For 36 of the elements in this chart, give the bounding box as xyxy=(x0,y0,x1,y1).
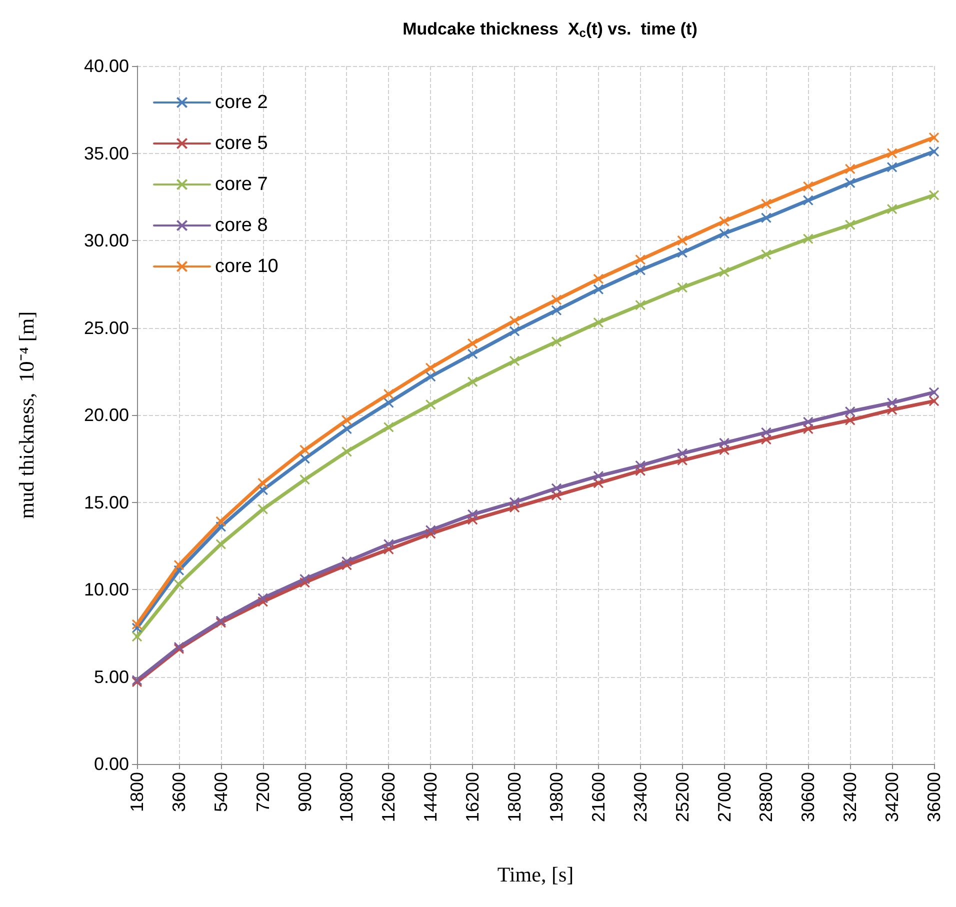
x-tick-label: 19800 xyxy=(546,772,566,822)
y-axis-title: mud thickness, 10⁻⁴ [m] xyxy=(14,311,38,519)
x-tick-label: 25200 xyxy=(672,772,692,822)
legend-label: core 8 xyxy=(215,215,268,236)
legend-label: core 2 xyxy=(215,92,268,113)
x-tick-label: 16200 xyxy=(462,772,483,822)
x-tick-label: 14400 xyxy=(420,772,441,822)
x-tick-label: 23400 xyxy=(630,772,650,822)
x-tick-label: 9000 xyxy=(294,772,315,812)
y-tick-label: 10.00 xyxy=(84,580,129,600)
y-tick-label: 15.00 xyxy=(84,492,129,512)
y-tick-label: 0.00 xyxy=(94,754,129,774)
x-tick-label: 32400 xyxy=(840,772,860,822)
x-tick-label: 21600 xyxy=(588,772,608,822)
x-axis-title: Time, [s] xyxy=(497,862,574,886)
x-tick-label: 1800 xyxy=(127,772,147,812)
x-tick-label: 30600 xyxy=(798,772,818,822)
y-tick-label: 35.00 xyxy=(84,143,129,164)
y-tick-label: 30.00 xyxy=(84,230,129,250)
y-tick-label: 25.00 xyxy=(84,318,129,338)
legend-label: core 5 xyxy=(215,133,268,154)
x-tick-label: 12600 xyxy=(378,772,399,822)
y-tick-label: 20.00 xyxy=(84,405,129,425)
x-tick-label: 3600 xyxy=(168,772,189,812)
y-tick-label: 40.00 xyxy=(84,56,129,76)
x-tick-label: 36000 xyxy=(924,772,944,822)
x-tick-label: 28800 xyxy=(756,772,776,822)
y-tick-label: 5.00 xyxy=(94,666,129,687)
x-tick-label: 27000 xyxy=(714,772,734,822)
x-tick-label: 34200 xyxy=(882,772,902,822)
legend-label: core 10 xyxy=(215,256,278,277)
x-tick-label: 10800 xyxy=(336,772,357,822)
legend-label: core 7 xyxy=(215,174,268,195)
x-tick-label: 5400 xyxy=(210,772,231,812)
x-tick-label: 7200 xyxy=(252,772,273,812)
x-tick-label: 18000 xyxy=(504,772,525,822)
